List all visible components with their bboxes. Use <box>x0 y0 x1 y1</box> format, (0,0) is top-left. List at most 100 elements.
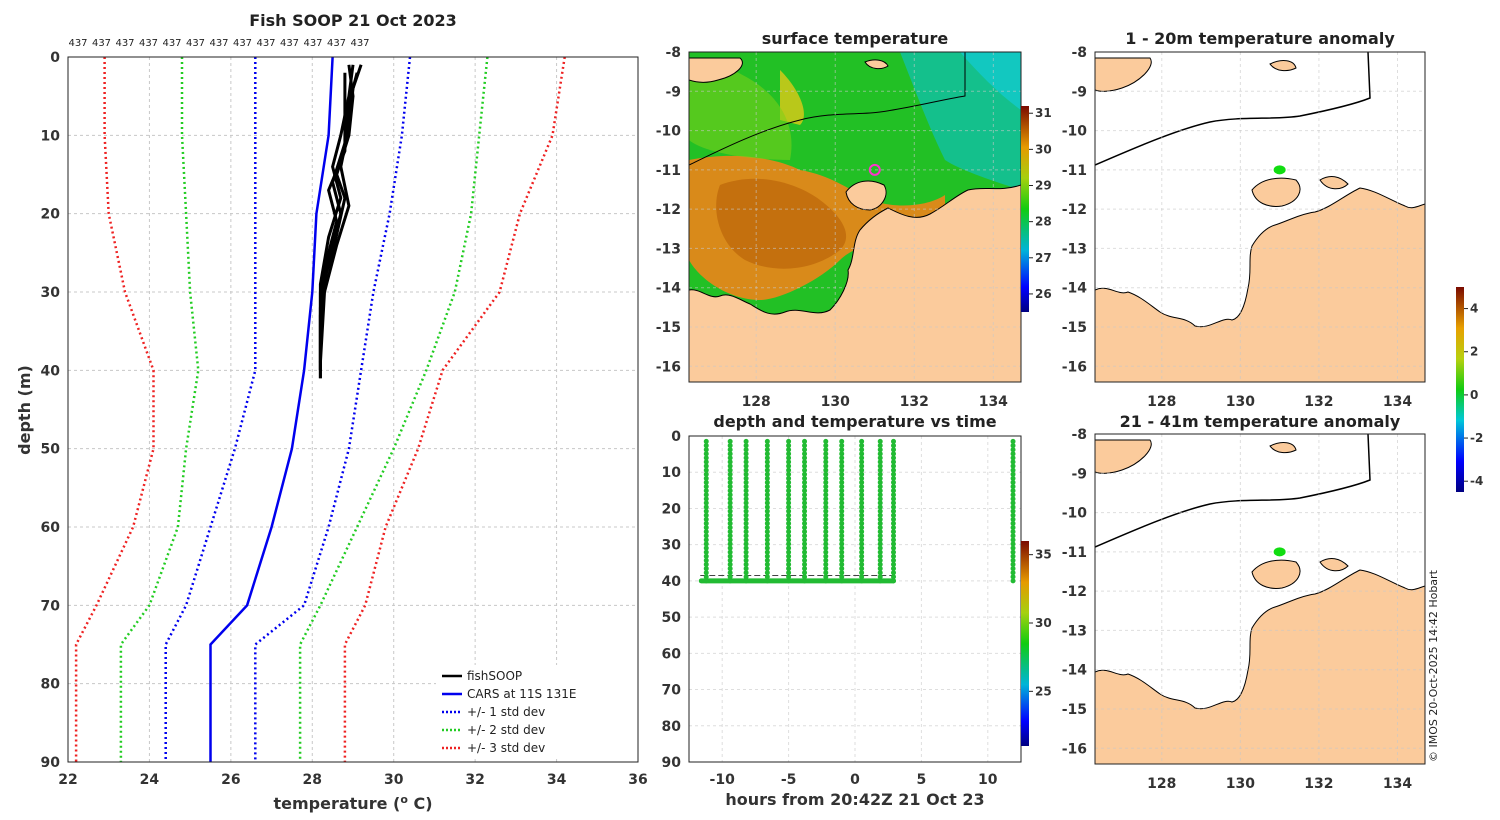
fishsoop-profile-line <box>318 64 355 379</box>
anomaly-lower-ticks: 128 130 132 134 -8 -9 -10 -11 -12 -13 -14 -15 -16 <box>1062 427 1413 792</box>
map-lat-tick: -11 <box>1062 163 1087 179</box>
sst-warm-plume <box>780 70 804 125</box>
anomaly-upper-frame <box>1094 51 1426 383</box>
depth-time-points <box>698 438 1016 584</box>
map-lat-tick: -15 <box>1062 320 1087 336</box>
sst-island <box>864 59 889 70</box>
depth-time-ytick: 70 <box>662 683 682 699</box>
map-lat-tick: -15 <box>1062 702 1087 718</box>
profile-ytick: 80 <box>41 677 61 693</box>
colorbar-tick-label: 30 <box>1035 616 1052 630</box>
legend-box <box>436 665 636 759</box>
profile-ytick: 10 <box>41 128 61 144</box>
colorbar-tick-label: 31 <box>1035 106 1052 120</box>
anomaly-upper-cobourg <box>1319 176 1349 190</box>
legend-1std: +/- 1 std dev <box>467 705 545 719</box>
depth-time-xlabel: hours from 20:42Z 21 Oct 23 <box>725 790 984 809</box>
map-lat-tick: -12 <box>1062 202 1087 218</box>
cast-count-label: 437 <box>186 38 205 49</box>
depth-time-xtick: 0 <box>850 772 860 788</box>
depth-time-xtick: -5 <box>781 772 797 788</box>
map-lat-tick: -12 <box>656 202 681 218</box>
position-marker-dot <box>1273 165 1286 175</box>
cast-count-label: 437 <box>68 38 87 49</box>
profile-series <box>74 57 566 762</box>
profile-xtick: 28 <box>303 772 322 788</box>
depth-time-xtick: 5 <box>917 772 927 788</box>
colorbar-tick-label: 4 <box>1470 302 1478 316</box>
sst-timor <box>689 57 743 83</box>
anomaly-lower-island <box>1269 442 1297 454</box>
colorbar-tick-label: 2 <box>1470 345 1478 359</box>
map-lon-tick: 128 <box>1147 776 1176 792</box>
anomaly-lower-marker <box>1273 547 1286 557</box>
map-lon-tick: 132 <box>900 394 929 410</box>
anomaly-upper-map: 1 - 20m temperature anomaly 128 130 132 134… <box>1062 29 1426 410</box>
fishsoop-profile-line <box>318 64 363 363</box>
depth-time-xtick: -10 <box>710 772 736 788</box>
depth-time-ytick: 0 <box>671 429 681 445</box>
anomaly-lower-melville-island <box>1251 559 1301 589</box>
std-dev-lower-line <box>74 57 155 762</box>
anomaly-colorbar-ticks: 4 2 0 -2 -4 <box>1464 302 1483 488</box>
colorbar-tick-label: -2 <box>1470 431 1483 445</box>
anomaly-upper-melville-island <box>1251 177 1301 207</box>
depth-time-ticks: -10 -5 0 5 10 0 10 20 30 40 50 60 70 80 90 <box>662 429 998 788</box>
map-lat-tick: -14 <box>1062 281 1088 297</box>
cast-count-label: 437 <box>327 38 346 49</box>
map-lat-tick: -14 <box>656 281 682 297</box>
anomaly-upper-marker <box>1273 165 1286 175</box>
sst-mid-zone <box>689 58 792 160</box>
sst-mainland <box>689 184 1021 382</box>
cast-count-label: 437 <box>92 38 111 49</box>
anomaly-upper-contour <box>1095 52 1371 166</box>
colorbar-tick-label: 0 <box>1470 388 1478 402</box>
cars-mean-line <box>209 57 334 762</box>
profile-xtick: 32 <box>465 772 484 788</box>
map-lon-tick: 130 <box>1226 394 1255 410</box>
profile-ytick: 70 <box>41 598 61 614</box>
legend-3std: +/- 3 std dev <box>467 741 545 755</box>
depth-time-chart: depth and temperature vs time -10 -5 0 5 10 0… <box>662 412 1052 809</box>
map-lat-tick: -10 <box>1062 124 1088 140</box>
profile-ticks: 22 24 26 28 30 32 34 36 0 10 20 30 40 50 60 70 80 90 <box>41 50 648 788</box>
cast-count-label: 437 <box>115 38 134 49</box>
depth-time-ytick: 80 <box>662 719 682 735</box>
anomaly-upper-title: 1 - 20m temperature anomaly <box>1125 29 1395 48</box>
map-lat-tick: -13 <box>1062 623 1087 639</box>
profile-xtick: 30 <box>384 772 404 788</box>
profile-ytick: 20 <box>41 207 61 223</box>
colorbar-tick-label: -4 <box>1470 474 1483 488</box>
map-lon-tick: 132 <box>1304 776 1333 792</box>
std-dev-upper-line <box>298 57 489 762</box>
profile-xtick: 22 <box>58 772 77 788</box>
anomaly-lower-contour <box>1095 434 1371 548</box>
depth-time-ytick: 60 <box>662 646 682 662</box>
colorbar-tick-label: 30 <box>1035 142 1052 156</box>
profile-xlabel: temperature (o C) <box>273 793 432 813</box>
cast-count-label: 437 <box>303 38 322 49</box>
depth-time-ytick: 40 <box>662 574 682 590</box>
colorbar-tick-label: 26 <box>1035 287 1052 301</box>
map-lat-tick: -8 <box>1071 45 1087 61</box>
map-lon-tick: 134 <box>979 394 1008 410</box>
legend-2std: +/- 2 std dev <box>467 723 545 737</box>
map-lon-tick: 128 <box>742 394 771 410</box>
profile-ylabel: depth (m) <box>15 365 34 455</box>
legend-fishsoop: fishSOOP <box>467 669 522 683</box>
map-lon-tick: 132 <box>1304 394 1333 410</box>
colorbar-tick-label: 27 <box>1035 251 1052 265</box>
map-lon-tick: 134 <box>1383 776 1412 792</box>
colorbar-tick-label: 29 <box>1035 179 1052 193</box>
map-lat-tick: -13 <box>656 241 681 257</box>
sst-field <box>689 52 1021 382</box>
depth-time-ytick: 20 <box>662 501 682 517</box>
xlabel-degree: o <box>400 793 408 806</box>
sst-colorbar <box>1021 106 1029 312</box>
map-lat-tick: -10 <box>656 124 682 140</box>
std-dev-upper-line <box>254 57 412 762</box>
cast-count-label: 437 <box>209 38 228 49</box>
cast-count-label: 437 <box>233 38 252 49</box>
anomaly-upper-island <box>1269 60 1297 72</box>
